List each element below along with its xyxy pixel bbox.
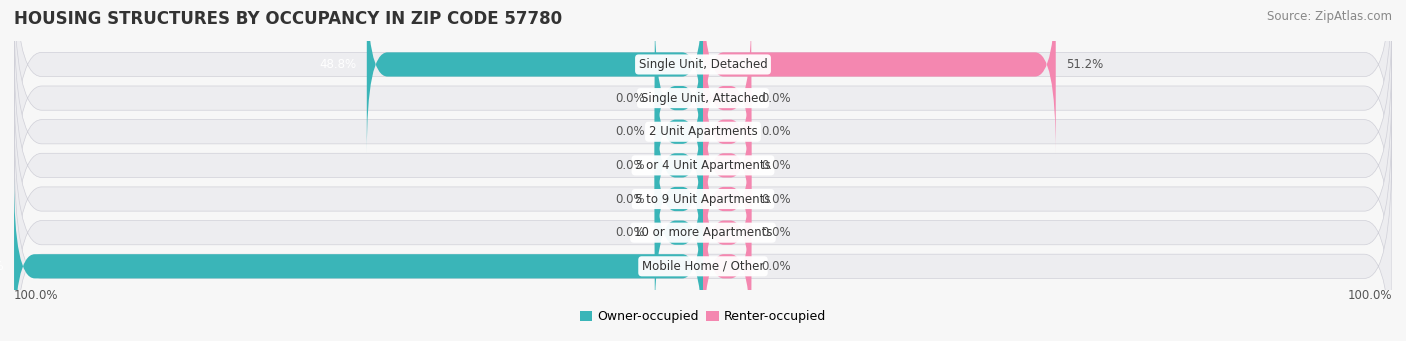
FancyBboxPatch shape	[14, 9, 1392, 254]
Text: 0.0%: 0.0%	[762, 193, 792, 206]
Text: 5 to 9 Unit Apartments: 5 to 9 Unit Apartments	[636, 193, 770, 206]
FancyBboxPatch shape	[655, 9, 703, 187]
FancyBboxPatch shape	[703, 0, 1056, 153]
Text: Single Unit, Attached: Single Unit, Attached	[641, 92, 765, 105]
FancyBboxPatch shape	[14, 0, 1392, 221]
Text: Source: ZipAtlas.com: Source: ZipAtlas.com	[1267, 10, 1392, 23]
Text: 2 Unit Apartments: 2 Unit Apartments	[648, 125, 758, 138]
FancyBboxPatch shape	[703, 144, 751, 322]
FancyBboxPatch shape	[14, 178, 703, 341]
FancyBboxPatch shape	[14, 0, 1392, 187]
Text: 51.2%: 51.2%	[1066, 58, 1104, 71]
FancyBboxPatch shape	[14, 77, 1392, 322]
Text: 0.0%: 0.0%	[614, 125, 644, 138]
Text: 0.0%: 0.0%	[762, 226, 792, 239]
FancyBboxPatch shape	[703, 77, 751, 254]
FancyBboxPatch shape	[14, 43, 1392, 288]
FancyBboxPatch shape	[703, 178, 751, 341]
FancyBboxPatch shape	[655, 77, 703, 254]
FancyBboxPatch shape	[367, 0, 703, 153]
FancyBboxPatch shape	[703, 9, 751, 187]
Text: HOUSING STRUCTURES BY OCCUPANCY IN ZIP CODE 57780: HOUSING STRUCTURES BY OCCUPANCY IN ZIP C…	[14, 10, 562, 28]
FancyBboxPatch shape	[14, 144, 1392, 341]
FancyBboxPatch shape	[655, 110, 703, 288]
Legend: Owner-occupied, Renter-occupied: Owner-occupied, Renter-occupied	[575, 306, 831, 328]
Text: 0.0%: 0.0%	[762, 125, 792, 138]
Text: 100.0%: 100.0%	[0, 260, 4, 273]
FancyBboxPatch shape	[655, 144, 703, 322]
FancyBboxPatch shape	[655, 43, 703, 221]
FancyBboxPatch shape	[703, 43, 751, 221]
Text: 0.0%: 0.0%	[614, 226, 644, 239]
Text: 0.0%: 0.0%	[762, 92, 792, 105]
FancyBboxPatch shape	[14, 110, 1392, 341]
Text: 3 or 4 Unit Apartments: 3 or 4 Unit Apartments	[636, 159, 770, 172]
Text: 10 or more Apartments: 10 or more Apartments	[634, 226, 772, 239]
Text: 0.0%: 0.0%	[762, 159, 792, 172]
Text: Mobile Home / Other: Mobile Home / Other	[641, 260, 765, 273]
Text: 48.8%: 48.8%	[319, 58, 357, 71]
Text: 0.0%: 0.0%	[614, 159, 644, 172]
Text: 0.0%: 0.0%	[614, 92, 644, 105]
Text: 0.0%: 0.0%	[614, 193, 644, 206]
FancyBboxPatch shape	[703, 110, 751, 288]
Text: 100.0%: 100.0%	[14, 289, 59, 302]
Text: Single Unit, Detached: Single Unit, Detached	[638, 58, 768, 71]
Text: 0.0%: 0.0%	[762, 260, 792, 273]
Text: 100.0%: 100.0%	[1347, 289, 1392, 302]
